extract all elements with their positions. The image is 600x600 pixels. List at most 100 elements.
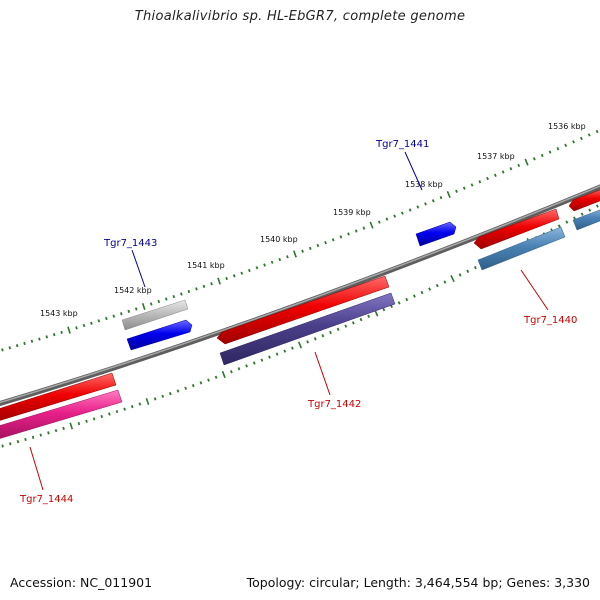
minor-tick xyxy=(8,346,12,350)
minor-tick xyxy=(207,378,210,382)
accession-text: Accession: NC_011901 xyxy=(10,575,153,590)
minor-tick xyxy=(367,314,371,318)
scale-label-1540: 1540 kbp xyxy=(260,235,298,244)
minor-tick xyxy=(245,364,248,368)
minor-tick xyxy=(16,440,20,444)
scale-label-1539: 1539 kbp xyxy=(333,208,371,217)
minor-tick xyxy=(324,241,327,245)
minor-tick xyxy=(9,442,12,446)
minor-tick xyxy=(339,235,343,239)
gene-label-Tgr7_1444[interactable]: Tgr7_1444 xyxy=(19,494,73,505)
minor-tick xyxy=(501,170,505,174)
minor-tick xyxy=(443,280,447,284)
minor-tick xyxy=(435,283,439,288)
minor-tick xyxy=(470,183,474,187)
minor-tick xyxy=(377,220,381,224)
minor-tick xyxy=(431,199,435,203)
gene-arrow-red xyxy=(216,275,390,345)
minor-tick xyxy=(424,202,427,206)
gene-right-edge[interactable] xyxy=(568,188,600,231)
minor-tick xyxy=(112,314,116,318)
leader-line-Tgr7_1443 xyxy=(131,249,146,288)
minor-tick xyxy=(478,180,482,184)
major-tick xyxy=(67,326,71,334)
minor-tick xyxy=(416,205,420,209)
minor-tick xyxy=(92,417,96,421)
minor-tick xyxy=(595,129,599,134)
minor-tick xyxy=(580,212,584,216)
feature-bar-purple xyxy=(219,292,396,366)
leader-line-Tgr7_1442 xyxy=(314,351,331,396)
minor-tick xyxy=(579,136,583,141)
major-tick xyxy=(145,397,150,406)
minor-tick xyxy=(1,444,4,448)
minor-tick xyxy=(202,284,206,288)
gene-label-Tgr7_1441[interactable]: Tgr7_1441 xyxy=(375,139,429,150)
scale-label-1542: 1542 kbp xyxy=(114,286,152,295)
minor-tick xyxy=(439,195,443,200)
major-tick xyxy=(293,250,297,258)
minor-tick xyxy=(157,299,161,304)
gene-arrow-red xyxy=(473,208,560,250)
minor-tick xyxy=(214,375,218,379)
gene-Tgr7_1442[interactable] xyxy=(216,275,396,366)
minor-tick xyxy=(556,147,560,151)
gene-label-Tgr7_1442[interactable]: Tgr7_1442 xyxy=(307,399,361,410)
minor-tick xyxy=(127,309,131,313)
minor-tick xyxy=(30,339,34,343)
minor-tick xyxy=(344,324,348,328)
minor-tick xyxy=(462,186,466,190)
minor-tick xyxy=(176,389,180,393)
minor-tick xyxy=(237,367,241,371)
minor-tick xyxy=(120,312,123,316)
scale-label-1537: 1537 kbp xyxy=(477,152,515,161)
minor-tick xyxy=(45,335,49,339)
minor-tick xyxy=(77,422,81,426)
minor-tick xyxy=(123,407,126,411)
minor-tick xyxy=(62,426,65,430)
major-tick xyxy=(446,190,451,199)
minor-tick xyxy=(347,232,350,236)
minor-tick xyxy=(75,326,78,330)
minor-tick xyxy=(195,287,198,291)
minor-tick xyxy=(210,282,213,286)
minor-tick xyxy=(270,260,274,264)
outer-scale-ticks xyxy=(1,129,599,352)
minor-tick xyxy=(38,337,41,341)
minor-tick xyxy=(397,301,401,305)
minor-tick xyxy=(572,140,575,144)
minor-tick xyxy=(24,437,27,442)
gene-Tgr7_1440[interactable] xyxy=(473,208,566,271)
scale-label-1538: 1538 kbp xyxy=(405,180,443,189)
gene-arrow-red xyxy=(568,189,600,212)
major-tick xyxy=(369,221,374,229)
minor-tick xyxy=(134,307,138,311)
feature-bar-steel xyxy=(572,209,600,231)
minor-tick xyxy=(393,214,397,218)
minor-tick xyxy=(351,321,355,325)
minor-tick xyxy=(455,189,458,193)
minor-tick xyxy=(180,292,183,296)
minor-tick xyxy=(291,346,294,350)
minor-tick xyxy=(408,208,412,212)
minor-tick xyxy=(565,220,569,224)
minor-tick xyxy=(100,414,104,419)
minor-tick xyxy=(557,224,561,228)
gene-Tgr7_1443[interactable] xyxy=(121,299,193,351)
minor-tick xyxy=(509,167,513,171)
gene-Tgr7_1444[interactable] xyxy=(0,372,123,440)
minor-tick xyxy=(169,392,172,396)
minor-tick xyxy=(230,370,233,374)
minor-tick xyxy=(164,297,168,301)
gene-Tgr7_1441[interactable] xyxy=(415,221,457,247)
minor-tick xyxy=(573,216,576,220)
gene-label-Tgr7_1440[interactable]: Tgr7_1440 xyxy=(523,315,577,326)
major-tick xyxy=(297,341,303,349)
gene-label-Tgr7_1443[interactable]: Tgr7_1443 xyxy=(103,238,157,249)
minor-tick xyxy=(458,273,462,277)
genome-backbone xyxy=(0,184,600,407)
minor-tick xyxy=(283,349,287,353)
minor-tick xyxy=(588,208,592,212)
gene-arrow-blue xyxy=(126,319,193,351)
